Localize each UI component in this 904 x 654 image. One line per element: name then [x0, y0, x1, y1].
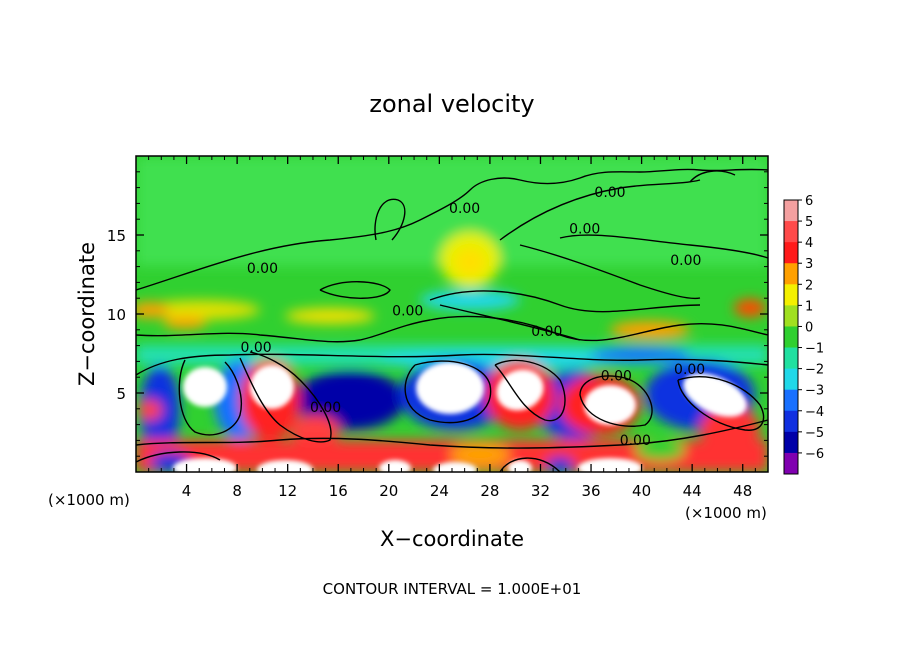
- y-tick-label: 5: [116, 385, 126, 403]
- x-tick-label: 16: [329, 482, 348, 500]
- contour-label: 0.00: [531, 324, 562, 340]
- colorbar-swatch: [784, 284, 798, 306]
- contour-label: 0.00: [670, 253, 701, 269]
- x-tick-label: 20: [379, 482, 398, 500]
- colorbar: 6 5 4 3 2 1 0 −1 −2 −3 −4 −5 −6: [783, 194, 824, 475]
- colorbar-swatch: [784, 410, 798, 433]
- contour-label: 0.00: [601, 368, 632, 384]
- x-axis: 4 8 12 16 20 24 28 32 36 40 44 48: [148, 156, 756, 500]
- x-tick-label: 36: [581, 482, 600, 500]
- contour-label: 0.00: [620, 433, 651, 449]
- colorbar-swatch: [784, 431, 798, 454]
- velocity-field: [136, 156, 768, 472]
- contour-label: 0.00: [392, 304, 423, 320]
- contour-label: 0.00: [449, 201, 480, 217]
- contour-labels: 0.00 0.00 0.00 0.00 0.00 0.00 0.00 0.00 0.00 0.00…: [240, 185, 705, 449]
- contour-label: 0.00: [569, 221, 600, 237]
- colorbar-frame: [783, 199, 799, 475]
- colorbar-swatch: [784, 452, 798, 475]
- colorbar-label: −5: [805, 426, 824, 441]
- colorbar-label: 0: [805, 320, 813, 335]
- colorbar-label: 2: [805, 278, 813, 293]
- x-tick-label: 12: [278, 482, 297, 500]
- x-tick-label: 40: [632, 482, 651, 500]
- x-axis-label: X−coordinate: [380, 527, 524, 551]
- colorbar-swatch: [784, 263, 798, 285]
- x-tick-label: 48: [733, 482, 752, 500]
- colorbar-swatch: [784, 305, 798, 327]
- contour-label: 0.00: [674, 362, 705, 378]
- colorbar-label: 1: [805, 299, 813, 314]
- colorbar-swatch: [784, 242, 798, 264]
- x-tick-label: 4: [182, 482, 192, 500]
- x-tick-label: 8: [232, 482, 242, 500]
- colorbar-label: −6: [805, 447, 824, 462]
- x-unit-right: (×1000 m): [685, 504, 767, 522]
- colorbar-label: 6: [805, 194, 813, 209]
- y-axis: 5 10 15: [107, 171, 768, 457]
- colorbar-swatch: [784, 200, 798, 222]
- chart-title: zonal velocity: [369, 90, 534, 118]
- contour-label: 0.00: [247, 261, 278, 277]
- x-tick-label: 44: [683, 482, 702, 500]
- colorbar-swatch: [784, 368, 798, 391]
- colorbar-swatch: [784, 221, 798, 243]
- contour-label: 0.00: [594, 185, 625, 201]
- colorbar-label: −4: [805, 405, 824, 420]
- colorbar-label: −3: [805, 384, 824, 399]
- colorbar-label: 3: [805, 257, 813, 272]
- colorbar-swatch: [784, 389, 798, 412]
- contour-label: 0.00: [310, 400, 341, 416]
- contour-interval-note: CONTOUR INTERVAL = 1.000E+01: [323, 580, 582, 598]
- y-axis-label: Z−coordinate: [75, 242, 99, 386]
- colorbar-swatch: [784, 326, 798, 349]
- y-tick-label: 15: [107, 227, 126, 245]
- contour-label: 0.00: [240, 340, 271, 356]
- x-tick-label: 28: [480, 482, 499, 500]
- colorbar-swatch: [784, 347, 798, 370]
- x-tick-label: 32: [531, 482, 550, 500]
- colorbar-label: −2: [805, 363, 824, 378]
- y-tick-label: 10: [107, 306, 126, 324]
- x-unit-left: (×1000 m): [48, 491, 130, 509]
- colorbar-label: 5: [805, 215, 813, 230]
- x-tick-label: 24: [430, 482, 449, 500]
- colorbar-label: 4: [805, 236, 813, 251]
- colorbar-label: −1: [805, 342, 824, 357]
